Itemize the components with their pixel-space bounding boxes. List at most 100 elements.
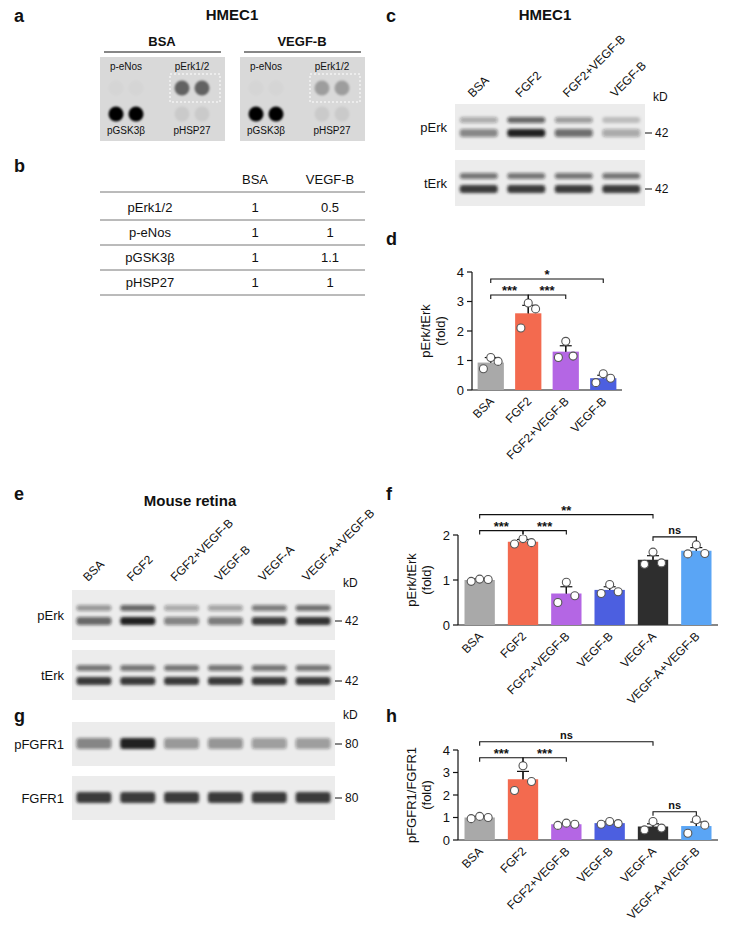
size-tick xyxy=(645,189,652,190)
spot-label: pHSP27 xyxy=(313,125,351,136)
data-point xyxy=(517,324,525,332)
data-point xyxy=(606,818,614,826)
bar xyxy=(508,542,538,625)
band xyxy=(164,605,199,625)
data-point xyxy=(527,778,535,786)
data-point xyxy=(614,820,622,828)
band xyxy=(460,173,498,193)
band xyxy=(208,665,243,685)
spot-label: pGSK3β xyxy=(107,125,145,136)
data-point xyxy=(467,577,475,585)
band-lower xyxy=(164,677,199,685)
data-point xyxy=(479,365,487,373)
spot-label: p-eNos xyxy=(250,61,282,72)
axis-title: (fold) xyxy=(433,316,448,346)
significance-label: ns xyxy=(668,524,681,536)
y-tick xyxy=(453,839,458,840)
size-tick xyxy=(335,681,342,682)
panel-letter: h xyxy=(386,706,397,726)
band-lower xyxy=(602,129,640,137)
significance-label: ** xyxy=(561,503,572,518)
table-header: VEGF-B xyxy=(306,172,354,187)
significance-label: *** xyxy=(537,746,553,761)
bar xyxy=(553,352,579,390)
table-rule xyxy=(100,270,365,271)
data-point xyxy=(641,826,649,834)
lane-label: VEGF-A xyxy=(255,543,296,584)
panel-title: HMEC1 xyxy=(206,6,259,23)
dot xyxy=(249,107,264,122)
size-tick xyxy=(335,621,342,622)
lane-label: FGF2 xyxy=(124,552,156,584)
band-lower xyxy=(296,677,331,685)
dot xyxy=(335,81,350,96)
table-cell: 1 xyxy=(326,225,333,240)
band xyxy=(164,665,199,685)
y-tick xyxy=(467,389,472,390)
band-lower xyxy=(120,677,155,685)
y-tick xyxy=(453,749,458,750)
panel-letter: b xyxy=(14,156,25,176)
band xyxy=(555,173,593,193)
blot-strip xyxy=(72,776,335,820)
y-tick xyxy=(467,360,472,361)
unit-label: kD xyxy=(343,708,358,722)
blot-strip xyxy=(72,590,335,640)
lane-label: VEGF-A+VEGF-B xyxy=(299,506,377,584)
dot xyxy=(129,81,144,96)
spot-label: pErk1/2 xyxy=(315,61,350,72)
data-point xyxy=(562,819,570,827)
x-tick-label: BSA xyxy=(459,844,486,871)
data-point xyxy=(649,548,657,556)
data-point xyxy=(476,812,484,820)
data-point xyxy=(494,357,502,365)
band-lower xyxy=(252,617,287,625)
band-main xyxy=(120,738,155,749)
band xyxy=(252,605,287,625)
band-upper xyxy=(164,605,199,611)
figure: aHMEC1BSAp-eNospErk1/2pGSK3βpHSP27VEGF-B… xyxy=(0,0,750,931)
x-axis xyxy=(458,624,718,625)
highlight-box xyxy=(170,74,220,102)
x-tick-label: VEGF-A+VEGF-B xyxy=(624,629,702,707)
significance-label: *** xyxy=(537,519,553,534)
dot xyxy=(249,81,264,96)
lane-label: VEGF-B xyxy=(212,543,253,584)
row-label: pErk1/2 xyxy=(128,200,173,215)
blot-strip xyxy=(72,722,335,766)
size-label: 42 xyxy=(345,674,359,688)
dot xyxy=(175,81,190,96)
dot xyxy=(269,107,284,122)
band-lower xyxy=(120,617,155,625)
bar xyxy=(465,580,495,625)
band-lower xyxy=(76,677,111,685)
spot-label: pGSK3β xyxy=(247,125,285,136)
panel-letter: f xyxy=(386,484,393,504)
band-main xyxy=(120,792,155,803)
membrane xyxy=(100,57,225,141)
band xyxy=(555,117,593,137)
table-cell: 1.1 xyxy=(321,250,339,265)
data-point xyxy=(519,535,527,543)
axis-title: pErk/tErk xyxy=(404,553,419,607)
data-point xyxy=(484,576,492,584)
spot-label: pHSP27 xyxy=(173,125,211,136)
row-label: pFGFR1 xyxy=(14,737,64,752)
data-point xyxy=(684,829,692,837)
y-tick-label: 1 xyxy=(443,573,450,588)
row-label: pHSP27 xyxy=(126,275,174,290)
significance-label: ns xyxy=(560,729,573,741)
bar xyxy=(478,363,504,390)
x-tick-label: BSA xyxy=(470,394,497,421)
band-upper xyxy=(507,117,545,123)
lane-label: BSA xyxy=(465,73,492,100)
band-upper xyxy=(164,665,199,671)
table-rule xyxy=(100,245,365,246)
table-rule xyxy=(100,220,365,221)
data-point xyxy=(511,787,519,795)
band xyxy=(296,738,331,749)
error-bar xyxy=(566,587,567,594)
data-point xyxy=(476,575,484,583)
band xyxy=(120,792,155,803)
significance-label: *** xyxy=(494,746,510,761)
